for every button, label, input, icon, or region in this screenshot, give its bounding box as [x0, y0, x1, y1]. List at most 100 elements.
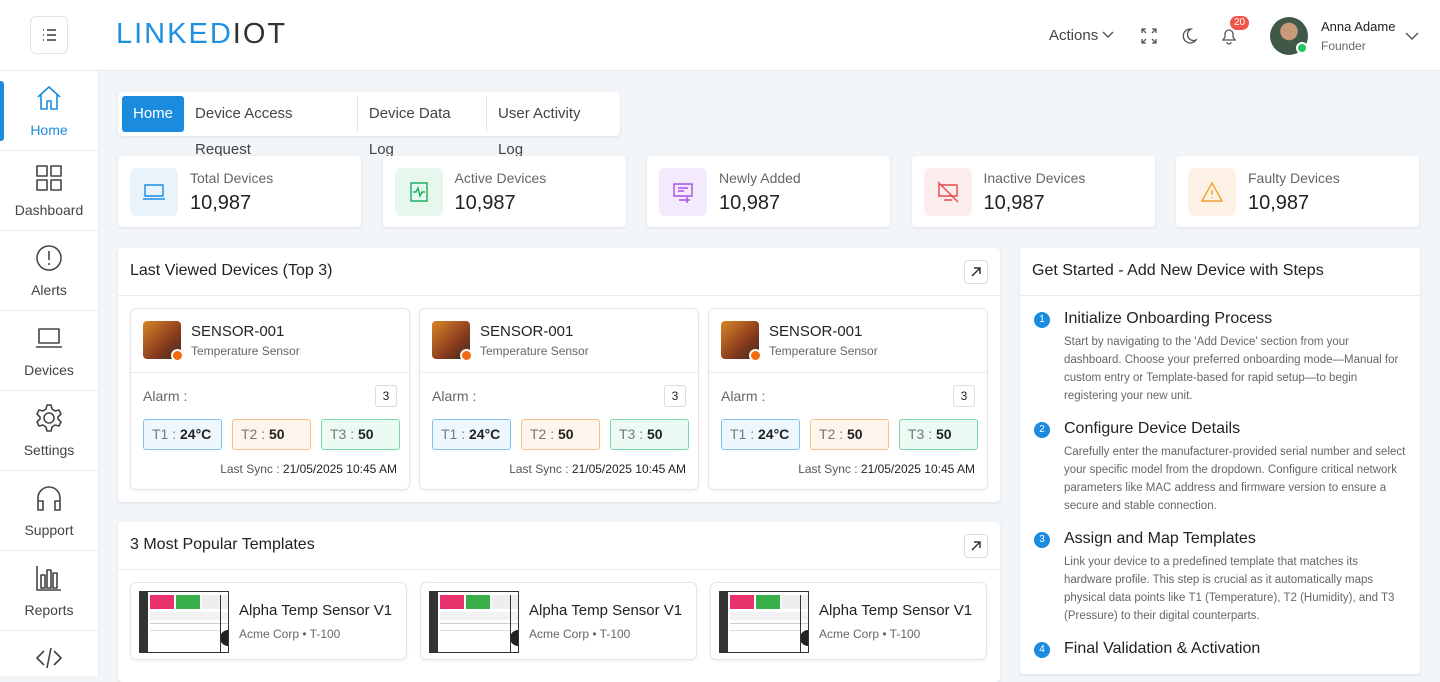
stat-card: Newly Added 10,987 [647, 156, 890, 227]
icon [409, 182, 428, 202]
icon [36, 647, 62, 669]
template-card[interactable]: Alpha Temp Sensor V1 Acme Corp • T-100 [420, 582, 697, 660]
icon [937, 181, 958, 203]
device-card[interactable]: SENSOR-001 Temperature Sensor Alarm : 3 T1 :… [130, 308, 410, 490]
icon [36, 165, 62, 191]
reading-label: T1 : [152, 426, 177, 442]
reading-label: T2 : [530, 426, 555, 442]
device-card[interactable]: SENSOR-001 Temperature Sensor Alarm : 3 T1 :… [708, 308, 988, 490]
stat-label: Newly Added [719, 170, 801, 186]
preview-graphic [720, 592, 808, 652]
status-dot [171, 349, 184, 362]
stat-icon [1188, 168, 1236, 216]
user-chevron[interactable] [1405, 31, 1419, 41]
stat-icon [394, 168, 443, 216]
stat-label: Faulty Devices [1248, 170, 1340, 186]
alarm-label: Alarm : [721, 388, 766, 404]
reading-label: T1 : [441, 426, 466, 442]
step-description: Start by navigating to the 'Add Device' … [1064, 336, 1399, 402]
device-type: Temperature Sensor [480, 344, 589, 358]
sidebar-item[interactable]: Support [0, 471, 98, 551]
separator [420, 372, 698, 373]
stat-card: Inactive Devices 10,987 [911, 156, 1155, 227]
alarm-count: 3 [953, 385, 975, 407]
sidebar-item[interactable]: Home [0, 71, 98, 151]
logo-main: LINKED [116, 18, 233, 50]
reading-value: 50 [269, 426, 285, 442]
fullscreen-button[interactable] [1140, 27, 1158, 45]
stat-icon [130, 168, 178, 216]
template-card[interactable]: Alpha Temp Sensor V1 Acme Corp • T-100 [710, 582, 987, 660]
step-number: 2 [1034, 422, 1050, 438]
actions-label: Actions [1049, 27, 1099, 44]
menu-button[interactable] [30, 16, 68, 54]
sidebar-item[interactable] [0, 631, 98, 676]
step-title: Configure Device Details [1064, 420, 1241, 437]
actions-menu[interactable]: Actions [1049, 27, 1114, 44]
tab[interactable]: Home [122, 96, 185, 132]
step-number: 4 [1034, 642, 1050, 658]
preview-graphic [140, 592, 228, 652]
sidebar-item[interactable]: Settings [0, 391, 98, 471]
device-name: SENSOR-001 [769, 323, 863, 340]
template-name: Alpha Temp Sensor V1 [239, 602, 393, 619]
sidebar-label: Devices [24, 362, 74, 378]
sync-label: Last Sync : [509, 462, 569, 476]
sidebar-item[interactable]: Devices [0, 311, 98, 391]
separator [118, 569, 1000, 570]
menu-icon [43, 29, 56, 41]
icon [36, 245, 62, 271]
reading-value: 24°C [180, 426, 212, 442]
panel-title: 3 Most Popular Templates [130, 536, 315, 553]
icon [143, 184, 165, 200]
reading: T1 : 24°C [143, 419, 222, 450]
tab[interactable]: Device Access Request [184, 96, 358, 158]
reading-label: T2 : [241, 426, 266, 442]
icon [673, 183, 693, 203]
reading: T2 : 50 [810, 419, 889, 450]
panel-title: Get Started - Add New Device with Steps [1032, 262, 1324, 279]
last-sync: Last Sync : 21/05/2025 10:45 AM [798, 462, 975, 476]
device-type: Temperature Sensor [191, 344, 300, 358]
reading-value: 50 [936, 426, 952, 442]
stat-label: Active Devices [454, 170, 547, 186]
reading-label: T3 : [908, 426, 933, 442]
device-image [721, 321, 762, 362]
arrow-icon [971, 541, 981, 551]
step-description: Link your device to a predefined templat… [1064, 556, 1395, 622]
device-image [432, 321, 473, 362]
tab[interactable]: User Activity Log [498, 105, 581, 158]
reading-label: T2 : [819, 426, 844, 442]
sidebar-item[interactable]: Dashboard [0, 151, 98, 231]
separator [709, 372, 987, 373]
alarm-label: Alarm : [143, 388, 188, 404]
expand-button[interactable] [964, 534, 988, 558]
online-status [1296, 42, 1308, 54]
reading-label: T3 : [330, 426, 355, 442]
reading-value: 24°C [758, 426, 790, 442]
tab[interactable]: Device Data Log [358, 96, 488, 158]
stat-icon [659, 168, 707, 216]
sidebar-label: Dashboard [14, 202, 84, 218]
sync-time: 21/05/2025 10:45 AM [860, 462, 975, 476]
stat-label: Total Devices [190, 170, 274, 186]
sidebar-item[interactable]: Alerts [0, 231, 98, 311]
reading-value: 50 [847, 426, 863, 442]
separator [118, 295, 1000, 296]
logo[interactable]: LINKEDIOT [116, 18, 287, 51]
expand-button[interactable] [964, 260, 988, 284]
stat-card: Faulty Devices 10,987 [1176, 156, 1419, 227]
device-card[interactable]: SENSOR-001 Temperature Sensor Alarm : 3 T1 :… [419, 308, 699, 490]
reading-label: T3 : [619, 426, 644, 442]
last-sync: Last Sync : 21/05/2025 10:45 AM [220, 462, 397, 476]
step-number: 1 [1034, 312, 1050, 328]
notification-bell[interactable] [1220, 26, 1238, 46]
sidebar-item[interactable]: Reports [0, 551, 98, 631]
template-card[interactable]: Alpha Temp Sensor V1 Acme Corp • T-100 [130, 582, 407, 660]
template-meta: Acme Corp • T-100 [529, 627, 631, 641]
template-preview [139, 591, 229, 653]
sync-label: Last Sync : [798, 462, 858, 476]
user-role: Founder [1321, 39, 1366, 53]
device-name: SENSOR-001 [191, 323, 285, 340]
theme-toggle[interactable] [1180, 27, 1198, 45]
